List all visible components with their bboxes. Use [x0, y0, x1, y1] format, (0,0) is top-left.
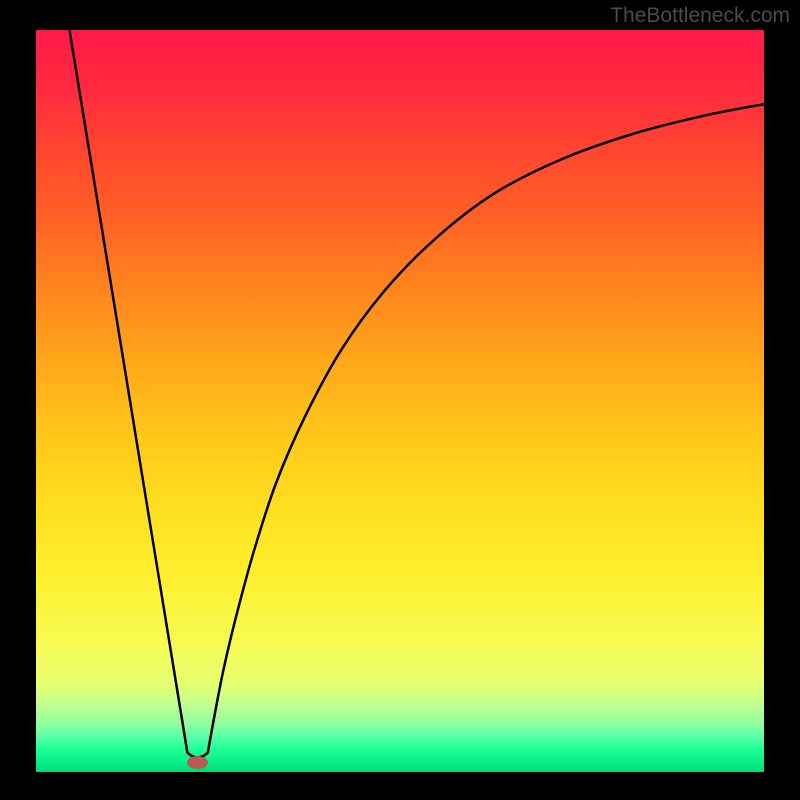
- chart-container: TheBottleneck.com: [0, 0, 800, 800]
- minimum-marker: [187, 756, 208, 769]
- plot-svg: [0, 0, 800, 800]
- watermark-text: TheBottleneck.com: [610, 4, 790, 28]
